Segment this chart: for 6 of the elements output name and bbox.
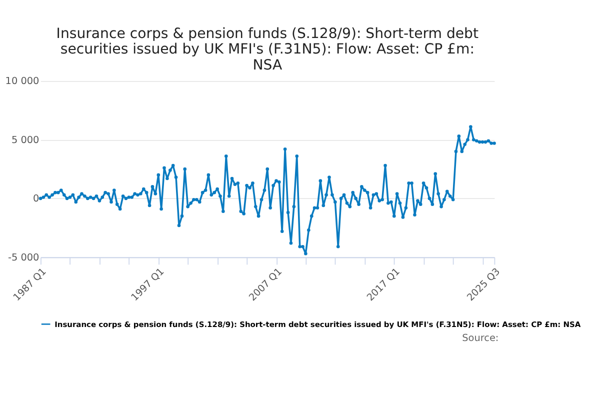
y-tick-label: 5 000 bbox=[11, 134, 40, 146]
y-tick-label: 10 000 bbox=[5, 76, 40, 88]
source-note: Source: bbox=[462, 332, 499, 344]
chart-title: Insurance corps & pension funds (S.128/9): Short-term debt securities issued by UK MFI's (F.31N5): Flow: Asset: CP £m: NSA bbox=[56, 26, 479, 74]
y-tick-label: -5 000 bbox=[8, 252, 40, 264]
y-tick-label: 0 bbox=[33, 194, 40, 205]
